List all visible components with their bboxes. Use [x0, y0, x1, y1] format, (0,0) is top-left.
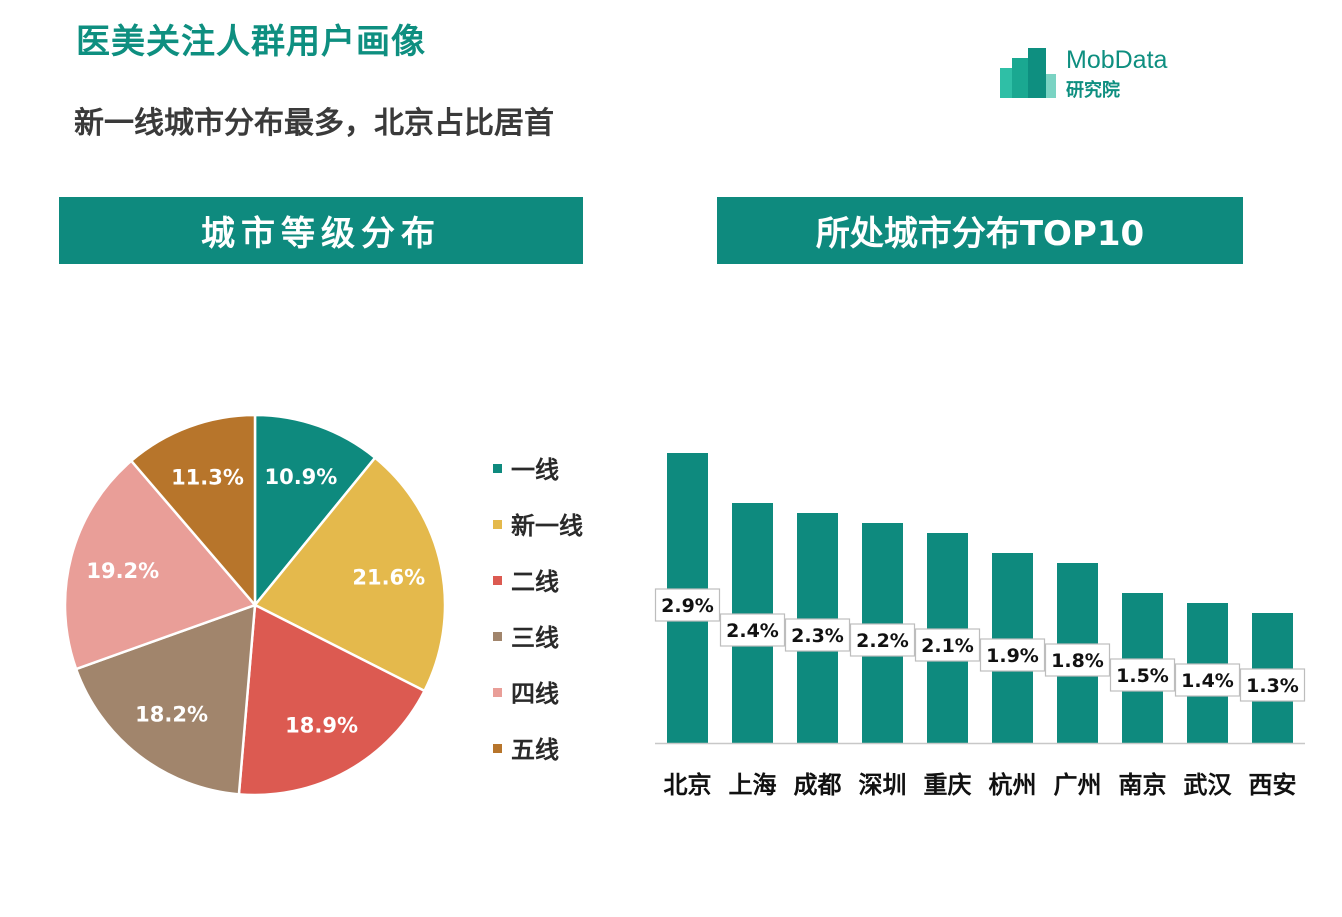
- bar-value-label: 2.4%: [726, 620, 779, 642]
- pie-chart: 10.9% 21.6% 18.9% 18.2% 19.2% 11.3%: [63, 413, 447, 797]
- pie-slice-label: 18.2%: [135, 702, 208, 726]
- legend-swatch: [493, 744, 502, 753]
- legend-label: 五线: [511, 736, 559, 764]
- x-tick-label: 武汉: [1184, 771, 1233, 799]
- logo-name: MobData: [1066, 46, 1168, 74]
- pie-chart-title: 城市等级分布: [59, 197, 583, 264]
- bar-value-box: [1044, 643, 1111, 677]
- pie-slice-label: 18.9%: [285, 714, 358, 738]
- pie-slice-4: [74, 603, 257, 796]
- pie-slice-5: [63, 459, 258, 671]
- bar-value-box: [979, 638, 1046, 672]
- pie-slice-label: 11.3%: [171, 466, 244, 490]
- x-tick-label: 北京: [664, 771, 712, 799]
- pie-slice-label: 21.6%: [352, 566, 425, 590]
- bar-value-box: [1109, 658, 1176, 692]
- x-tick-label: 南京: [1119, 771, 1167, 799]
- page-title: 医美关注人群用户画像: [76, 22, 426, 62]
- x-tick-label: 广州: [1054, 771, 1102, 799]
- bar-value-label: 1.9%: [986, 645, 1039, 667]
- legend-label: 四线: [511, 680, 559, 708]
- bar-value-label: 1.4%: [1181, 670, 1234, 692]
- bar-value-label: 1.3%: [1246, 675, 1299, 697]
- legend-label: 二线: [511, 568, 559, 596]
- pie-slice-label: 10.9%: [264, 465, 337, 489]
- bar-value-box: [914, 628, 981, 662]
- legend-swatch: [493, 464, 502, 473]
- bar-value-box: [1174, 663, 1241, 697]
- bar-value-box: [1239, 668, 1306, 702]
- pie-slice-3: [237, 603, 427, 797]
- bar-value-label: 2.1%: [921, 635, 974, 657]
- pie-slice-6: [129, 413, 257, 609]
- legend-swatch: [493, 520, 502, 529]
- page-subtitle: 新一线城市分布最多，北京占比居首: [74, 106, 554, 141]
- legend-swatch: [493, 576, 502, 585]
- bar-value-label: 2.9%: [661, 595, 714, 617]
- x-tick-label: 深圳: [859, 771, 907, 799]
- legend-label: 三线: [511, 624, 559, 652]
- bar-value-box: [784, 618, 851, 652]
- bar-value-label: 2.3%: [791, 625, 844, 647]
- bar-value-box: [849, 623, 916, 657]
- bar-value-box: [719, 613, 786, 647]
- x-tick-label: 西安: [1249, 771, 1297, 799]
- pie-slice-label: 19.2%: [86, 559, 159, 583]
- legend-swatch: [493, 688, 502, 697]
- bar-value-label: 2.2%: [856, 630, 909, 652]
- x-tick-label: 重庆: [924, 771, 972, 799]
- legend-label: 新一线: [511, 512, 583, 540]
- bar-value-label: 1.5%: [1116, 665, 1169, 687]
- bar-value-box: [654, 588, 721, 622]
- logo-subtitle: 研究院: [1066, 80, 1120, 101]
- mobdata-logo-icon: [1000, 48, 1056, 98]
- x-tick-label: 杭州: [989, 771, 1037, 799]
- x-tick-label: 上海: [729, 771, 777, 799]
- pie-slice-1: [253, 413, 377, 609]
- bar-chart-title: 所处城市分布TOP10: [717, 197, 1243, 264]
- bar-chart: 2.9% 2.4% 2.3% 2.2% 2.1% 1.9% 1.8% 1.5% 1.4% 1.3%…: [654, 453, 1306, 799]
- pie-slice-2: [253, 456, 447, 693]
- legend-label: 一线: [511, 456, 559, 484]
- bar-value-label: 1.8%: [1051, 650, 1104, 672]
- legend-swatch: [493, 632, 502, 641]
- x-tick-label: 成都: [794, 771, 842, 799]
